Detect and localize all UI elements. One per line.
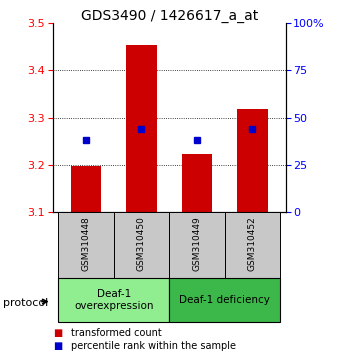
- Text: GSM310450: GSM310450: [137, 216, 146, 271]
- Text: transformed count: transformed count: [71, 329, 162, 338]
- Bar: [126, 45, 157, 212]
- Text: Deaf-1
overexpression: Deaf-1 overexpression: [74, 289, 153, 311]
- Bar: [225, 212, 280, 278]
- Bar: [169, 278, 280, 322]
- Bar: [169, 212, 225, 278]
- Text: protocol: protocol: [3, 298, 49, 308]
- Bar: [237, 109, 268, 212]
- Text: Deaf-1 deficiency: Deaf-1 deficiency: [179, 295, 270, 305]
- Text: GSM310449: GSM310449: [192, 216, 201, 271]
- Text: ■: ■: [53, 341, 62, 351]
- Bar: [114, 212, 169, 278]
- Text: GSM310448: GSM310448: [82, 216, 90, 271]
- Text: GDS3490 / 1426617_a_at: GDS3490 / 1426617_a_at: [81, 9, 259, 23]
- Bar: [58, 212, 114, 278]
- Bar: [58, 278, 169, 322]
- Bar: [182, 154, 212, 212]
- Text: GSM310452: GSM310452: [248, 216, 257, 271]
- Text: percentile rank within the sample: percentile rank within the sample: [71, 341, 236, 351]
- Bar: [71, 166, 101, 212]
- Text: ■: ■: [53, 329, 62, 338]
